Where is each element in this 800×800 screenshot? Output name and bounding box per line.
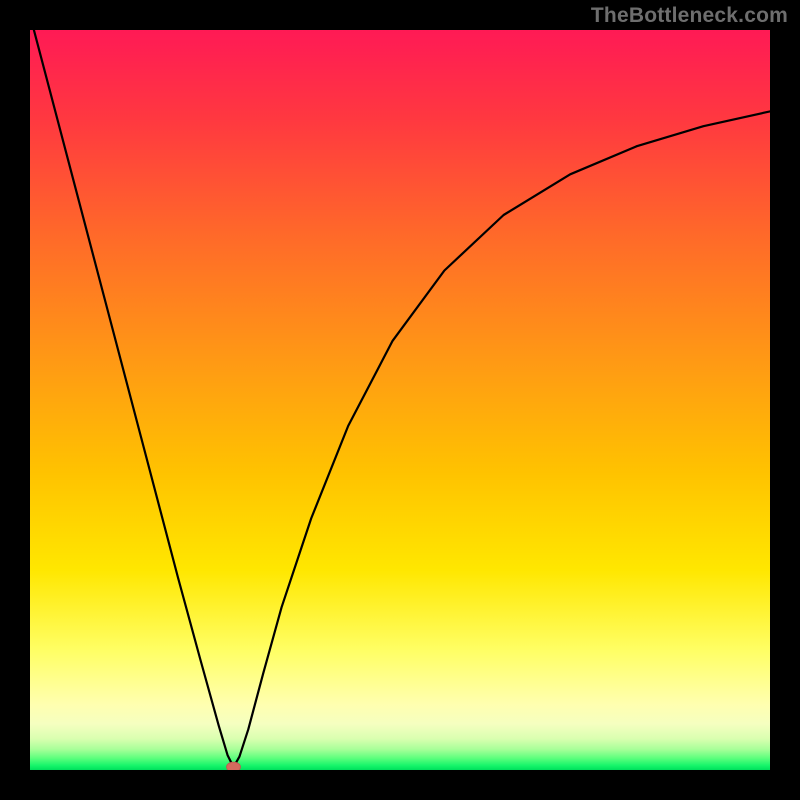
chart-svg — [0, 0, 800, 800]
plot-area — [30, 15, 770, 772]
chart-stage: TheBottleneck.com — [0, 0, 800, 800]
gradient-background — [30, 30, 770, 770]
watermark-text: TheBottleneck.com — [591, 4, 788, 28]
